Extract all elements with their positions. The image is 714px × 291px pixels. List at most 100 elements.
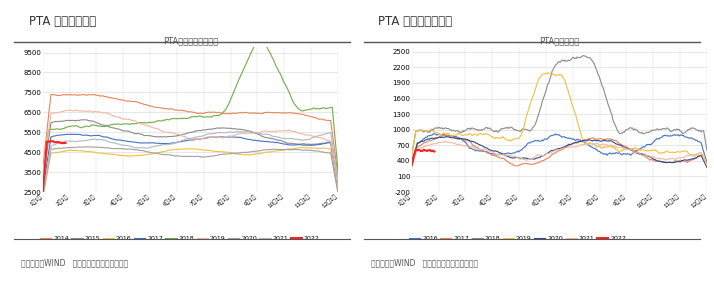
2021 (441, 140, 449, 143)
2017 (408, 163, 416, 166)
2021 (471, 146, 479, 150)
2021 (703, 164, 711, 167)
2019 (157, 129, 166, 132)
2019 (102, 111, 111, 114)
2014 (39, 166, 47, 169)
2016 (297, 146, 306, 149)
2021 (156, 143, 165, 147)
Text: 资料来源：WIND   长江期货棉纺产业服务中心: 资料来源：WIND 长江期货棉纺产业服务中心 (21, 259, 129, 268)
2018 (321, 107, 329, 110)
2021 (661, 158, 670, 162)
Line: 2021: 2021 (412, 141, 707, 165)
2016 (661, 134, 670, 137)
2017 (690, 157, 698, 160)
2020 (526, 157, 534, 161)
2018 (527, 129, 536, 132)
Line: 2017: 2017 (412, 135, 707, 167)
2017 (471, 145, 479, 148)
2017 (292, 143, 301, 147)
2015 (157, 135, 166, 139)
2018 (120, 122, 129, 126)
2018 (255, 39, 263, 43)
2017 (121, 139, 129, 143)
2015 (102, 124, 111, 127)
Line: 2018: 2018 (43, 41, 338, 182)
2016 (528, 140, 536, 143)
Text: PTA 现货加工费走势: PTA 现货加工费走势 (378, 15, 453, 28)
2014 (79, 93, 88, 96)
2015 (292, 143, 301, 146)
2018 (690, 126, 698, 130)
2017 (489, 154, 498, 157)
2019 (292, 130, 301, 134)
2015 (121, 129, 129, 133)
Line: 2021: 2021 (43, 131, 338, 195)
2016 (489, 152, 498, 156)
2016 (471, 148, 479, 152)
2016 (39, 196, 47, 199)
2017 (159, 142, 167, 145)
2021 (244, 129, 253, 133)
2019 (408, 154, 416, 158)
Line: 2018: 2018 (412, 56, 707, 156)
Line: 2014: 2014 (43, 95, 338, 175)
Line: 2020: 2020 (412, 136, 707, 167)
2018 (579, 54, 588, 57)
2018 (408, 155, 416, 158)
2015 (159, 135, 167, 139)
2016 (120, 154, 129, 157)
2019 (703, 163, 711, 166)
Line: 2015: 2015 (43, 120, 338, 187)
2021 (528, 157, 536, 160)
Text: 资料来源：WIND   长江期货棉纺产业服务中心: 资料来源：WIND 长江期货棉纺产业服务中心 (371, 259, 478, 268)
2019 (470, 132, 478, 136)
2022 (408, 164, 416, 167)
2020 (489, 150, 498, 153)
2016 (703, 160, 711, 164)
2016 (156, 150, 165, 154)
2016 (526, 141, 534, 145)
2017 (157, 142, 166, 146)
2021 (120, 143, 129, 147)
2019 (527, 100, 536, 103)
2018 (101, 125, 109, 128)
Title: PTA华东地区现货价格: PTA华东地区现货价格 (163, 37, 218, 46)
2018 (488, 129, 497, 132)
2017 (321, 142, 329, 145)
2020 (159, 152, 167, 156)
2018 (333, 168, 342, 172)
2020 (321, 151, 329, 154)
2019 (65, 108, 74, 112)
2018 (158, 119, 166, 123)
2014 (121, 99, 129, 102)
2019 (333, 186, 342, 189)
2020 (703, 166, 711, 169)
2019 (121, 117, 129, 121)
2021 (526, 157, 534, 161)
2020 (333, 191, 342, 195)
Text: PTA 现货价格走势: PTA 现货价格走势 (29, 15, 96, 28)
2020 (661, 161, 670, 164)
2021 (321, 132, 329, 136)
2022 (39, 190, 47, 194)
2016 (408, 159, 416, 163)
2021 (690, 153, 698, 156)
2017 (442, 133, 451, 137)
2020 (86, 145, 94, 148)
2016 (321, 146, 329, 150)
2018 (292, 105, 301, 108)
2016 (333, 189, 342, 193)
2020 (408, 160, 416, 164)
2019 (159, 130, 167, 133)
2020 (441, 135, 450, 138)
Title: PTA现货加工费: PTA现货加工费 (539, 37, 580, 46)
Line: 2016: 2016 (43, 148, 338, 198)
Legend: 2016, 2017, 2018, 2019, 2020, 2021, 2022: 2016, 2017, 2018, 2019, 2020, 2021, 2022 (409, 236, 626, 241)
2021 (489, 151, 498, 154)
2014 (102, 95, 111, 98)
Line: 2022: 2022 (43, 141, 66, 192)
2021 (292, 137, 301, 141)
2020 (471, 141, 479, 144)
2019 (661, 150, 670, 153)
Line: 2019: 2019 (412, 73, 707, 164)
